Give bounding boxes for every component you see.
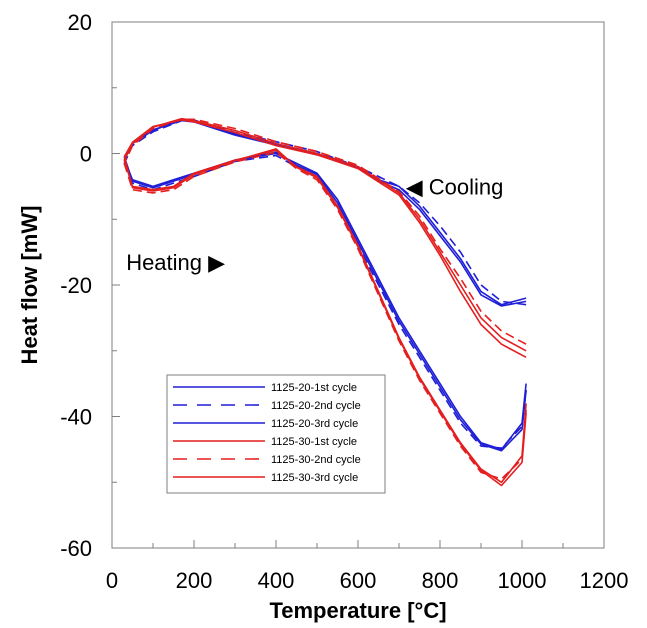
- x-tick-label: 400: [258, 568, 295, 593]
- series-line-heating: [123, 148, 527, 487]
- series-6: [123, 119, 527, 487]
- y-tick-label: 20: [68, 10, 92, 35]
- legend: 1125-20-1st cycle 1125-20-2nd cycle 1125-2…: [166, 374, 386, 494]
- series-line-cooling: [123, 118, 527, 306]
- x-tick-label: 800: [422, 568, 459, 593]
- legend-label: 1125-20-2nd cycle: [271, 400, 361, 412]
- series-line-heating: [123, 152, 527, 451]
- series-line-cooling: [123, 119, 527, 306]
- annotation-label: ◀ Cooling: [406, 174, 504, 199]
- x-axis-title: Temperature [°C]: [269, 598, 446, 623]
- legend-label: 1125-30-1st cycle: [271, 436, 357, 448]
- series-line-heating: [123, 151, 527, 480]
- y-tick-label: -60: [60, 536, 92, 561]
- series-line-cooling: [123, 118, 527, 345]
- y-tick-label: -20: [60, 273, 92, 298]
- legend-label: 1125-20-1st cycle: [271, 382, 357, 394]
- annotation-label: Heating ▶: [126, 250, 225, 275]
- x-tick-label: 1200: [580, 568, 629, 593]
- x-tick-label: 600: [340, 568, 377, 593]
- legend-box: [166, 374, 386, 494]
- x-tick-label: 200: [176, 568, 213, 593]
- legend-label: 1125-30-2nd cycle: [271, 454, 361, 466]
- y-tick-label: -40: [60, 405, 92, 430]
- series-line-heating: [123, 151, 527, 452]
- y-tick-label: 0: [80, 142, 92, 167]
- y-axis-title: Heat flow [mW]: [17, 206, 42, 365]
- axis-ticks: 0 200 400 600 800 1000 1200 -60 -40 -20 0 20: [60, 10, 628, 593]
- legend-label: 1125-30-3rd cycle: [271, 472, 358, 484]
- legend-label: 1125-20-3rd cycle: [271, 418, 358, 430]
- series-layer: [123, 117, 527, 487]
- series-5: [123, 118, 527, 480]
- series-line-cooling: [123, 119, 527, 359]
- series-line-cooling: [123, 119, 527, 307]
- x-tick-label: 1000: [498, 568, 547, 593]
- x-tick-label: 0: [106, 568, 118, 593]
- annotation-layer: ◀ Cooling Heating ▶: [126, 174, 503, 275]
